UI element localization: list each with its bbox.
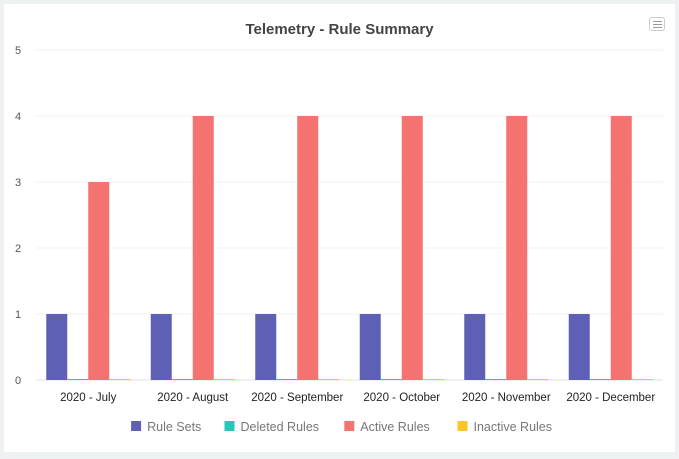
bar-deleted-rules xyxy=(380,379,402,380)
bar-inactive-rules xyxy=(527,379,549,380)
bar-rule-sets xyxy=(359,314,381,380)
bar-chart: Telemetry - Rule Summary 0 1 2 3 4 5 2020 - Jul… xyxy=(15,21,663,434)
bar-active-rules xyxy=(506,116,528,380)
legend-swatch xyxy=(131,421,142,431)
legend-item: Active Rules xyxy=(360,420,429,434)
y-tick-label: 0 xyxy=(15,375,21,387)
x-tick-label: 2020 - September xyxy=(251,392,343,404)
bar-deleted-rules xyxy=(276,379,298,380)
legend-item: Rule Sets xyxy=(147,420,201,434)
y-tick-label: 2 xyxy=(15,243,21,255)
bar-rule-sets xyxy=(568,314,590,380)
legend-swatch xyxy=(224,421,235,431)
y-tick-label: 5 xyxy=(15,45,21,57)
bar-rule-sets xyxy=(255,314,277,380)
y-tick-label: 1 xyxy=(15,309,21,321)
bar-rule-sets xyxy=(150,314,172,380)
hamburger-menu-icon[interactable] xyxy=(649,17,665,31)
legend-item: Deleted Rules xyxy=(241,420,320,434)
chart-card: Telemetry - Rule Summary 0 1 2 3 4 5 2020 - Jul… xyxy=(4,4,675,452)
bar-inactive-rules xyxy=(422,379,444,380)
bar-deleted-rules xyxy=(171,379,193,380)
x-tick-label: 2020 - July xyxy=(60,392,117,404)
bar-inactive-rules xyxy=(109,379,131,380)
bar-deleted-rules xyxy=(485,379,507,380)
bar-active-rules xyxy=(401,116,423,380)
legend-item: Inactive Rules xyxy=(474,420,553,434)
bar-rule-sets xyxy=(464,314,486,380)
bar-active-rules xyxy=(297,116,319,380)
bar-deleted-rules xyxy=(589,379,611,380)
legend-swatch xyxy=(344,421,355,431)
y-tick-label: 3 xyxy=(15,177,21,189)
bar-rule-sets xyxy=(46,314,68,380)
bar-active-rules xyxy=(88,182,110,380)
x-tick-label: 2020 - August xyxy=(157,392,229,404)
x-tick-label: 2020 - October xyxy=(363,392,440,404)
bar-inactive-rules xyxy=(631,379,653,380)
legend-swatch xyxy=(457,421,468,431)
bar-deleted-rules xyxy=(67,379,89,380)
chart-title: Telemetry - Rule Summary xyxy=(245,21,434,38)
y-tick-label: 4 xyxy=(15,111,21,123)
x-tick-label: 2020 - November xyxy=(462,392,551,404)
bar-inactive-rules xyxy=(213,379,235,380)
bar-active-rules xyxy=(610,116,632,380)
x-tick-label: 2020 - December xyxy=(566,392,655,404)
bar-active-rules xyxy=(192,116,214,380)
bar-inactive-rules xyxy=(318,379,340,380)
